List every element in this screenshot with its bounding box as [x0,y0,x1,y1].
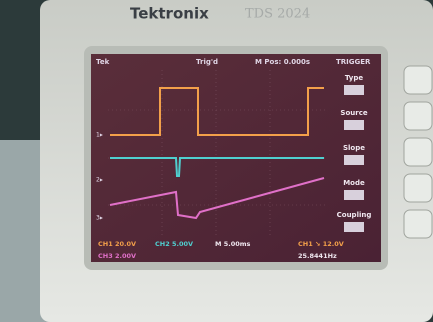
scope-photo: Tektronix TDS 2024 Tek Trig'd M Pos: 0.0… [0,0,433,322]
menu-button[interactable] [404,138,432,166]
status-mpos: M Pos: 0.000s [255,58,310,66]
menu-button[interactable] [404,174,432,202]
ch2-marker: 2▸ [96,177,103,184]
status-trig: Trig'd [196,58,218,66]
readout-frequency: 25.8441Hz [298,252,337,260]
page: Tektronix TDS 2024 Tek Trig'd M Pos: 0.0… [0,0,433,322]
menu-item: Slope [343,144,365,152]
menu-button[interactable] [404,210,432,238]
readout-ch1: CH1 20.0V [98,240,136,248]
menu-button[interactable] [404,102,432,130]
status-tek: Tek [96,58,110,66]
readout-ch3: CH3 2.00V [98,252,136,260]
brand: Tektronix [130,5,209,23]
status-menu: TRIGGER [336,58,371,66]
readout-ch2: CH2 5.00V [155,240,193,248]
menu-item: Source [340,109,367,117]
readout-trigger: CH1 ↘ 12.0V [298,240,344,248]
menu-button[interactable] [404,66,432,94]
menu-item: Coupling [337,211,372,219]
menu-item: Mode [343,179,365,187]
model: TDS 2024 [245,7,310,22]
ch1-marker: 1▸ [96,132,103,139]
menu-item: Type [345,74,364,82]
ch3-marker: 3▸ [96,215,103,222]
readout-time: M 5.00ms [215,240,251,248]
